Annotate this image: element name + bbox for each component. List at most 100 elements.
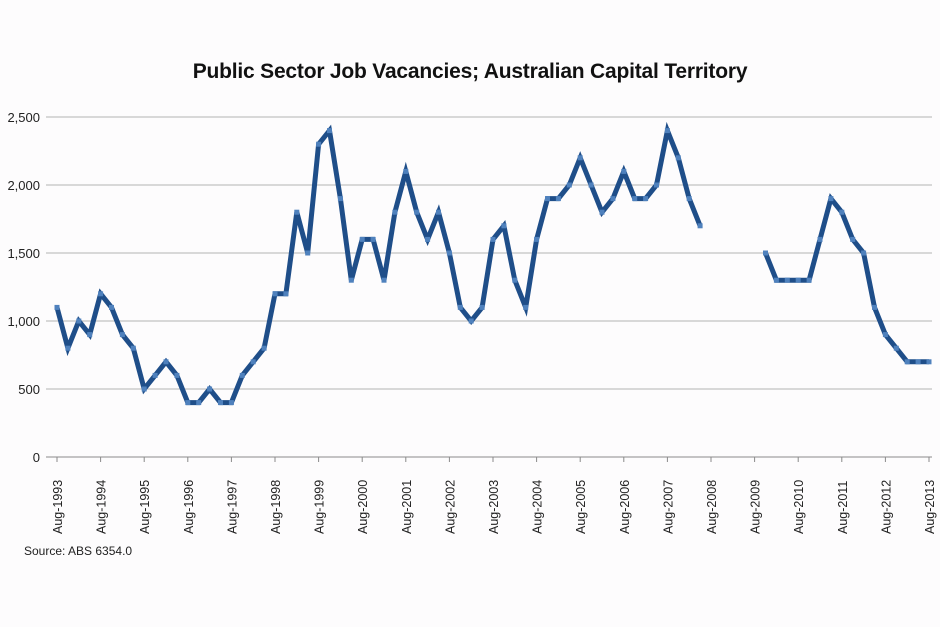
chart-title: Public Sector Job Vacancies; Australian …	[192, 60, 748, 83]
data-series	[54, 121, 932, 406]
data-point	[76, 318, 82, 324]
data-point	[839, 209, 845, 215]
data-point	[337, 196, 343, 202]
data-point	[850, 236, 856, 242]
x-axis: Aug-1993 Aug-1994 Aug-1995 Aug-1996 Aug-1997…	[51, 457, 937, 534]
data-point	[872, 304, 877, 310]
data-point	[109, 304, 114, 310]
data-point	[577, 155, 583, 161]
data-point	[446, 250, 452, 256]
x-tick-label: Aug-2012	[879, 480, 893, 534]
x-tick-label: Aug-1998	[269, 480, 283, 534]
x-tick-label: Aug-1994	[95, 480, 109, 534]
y-tick-label: 500	[18, 382, 40, 397]
data-point	[599, 209, 605, 215]
data-point	[392, 209, 398, 215]
data-point	[359, 236, 365, 242]
data-point	[675, 155, 681, 161]
data-point	[501, 223, 507, 229]
data-point	[261, 345, 267, 351]
data-point	[643, 196, 649, 202]
data-point	[54, 304, 60, 310]
data-point	[654, 182, 659, 188]
data-point	[152, 372, 158, 378]
data-point	[98, 291, 104, 297]
x-tick-label: Aug-2002	[443, 480, 457, 534]
x-tick-label: Aug-2011	[836, 481, 850, 534]
x-tick-label: Aug-2009	[749, 480, 763, 534]
x-tick-label: Aug-2004	[531, 480, 545, 534]
data-point	[817, 236, 823, 242]
data-point	[370, 236, 376, 242]
data-point	[174, 372, 180, 378]
data-point	[87, 332, 93, 338]
data-point	[119, 332, 125, 338]
data-point	[490, 236, 496, 242]
data-point	[294, 209, 300, 215]
data-point	[228, 400, 234, 406]
data-point	[414, 209, 420, 215]
data-point	[425, 236, 431, 242]
data-point	[479, 304, 485, 310]
x-tick-label: Aug-2001	[400, 480, 414, 534]
series-line	[54, 121, 703, 406]
data-point	[828, 196, 834, 202]
data-point	[545, 196, 550, 202]
x-tick-label: Aug-1996	[182, 480, 196, 534]
data-point	[806, 277, 812, 283]
data-point	[283, 291, 289, 297]
data-point	[185, 400, 191, 406]
data-point	[632, 196, 638, 202]
data-point	[141, 386, 147, 392]
x-tick-label: Aug-2013	[923, 480, 937, 534]
data-point	[327, 128, 332, 134]
data-point	[436, 209, 441, 215]
y-tick-label: 2,000	[7, 178, 40, 193]
y-tick-label: 1,000	[7, 314, 40, 329]
x-tick-label: Aug-2000	[356, 480, 370, 534]
data-point	[588, 182, 594, 188]
data-point	[239, 372, 245, 378]
x-tick-label: Aug-1999	[313, 480, 327, 534]
data-point	[348, 277, 354, 283]
data-point	[773, 277, 779, 283]
data-point	[130, 345, 136, 351]
data-point	[555, 196, 561, 202]
data-point	[196, 400, 202, 406]
x-tick-label: Aug-2007	[661, 480, 675, 534]
data-point	[207, 386, 213, 392]
data-point	[621, 168, 627, 174]
data-point	[915, 359, 921, 365]
data-point	[697, 223, 703, 229]
source-note: Source: ABS 6354.0	[24, 544, 133, 558]
data-point	[381, 277, 387, 283]
data-point	[403, 168, 409, 174]
y-tick-label: 2,500	[7, 110, 40, 125]
data-point	[784, 277, 790, 283]
data-point	[468, 318, 474, 324]
data-point	[686, 196, 692, 202]
data-point	[610, 196, 616, 202]
x-tick-label: Aug-2003	[487, 480, 501, 534]
data-point	[65, 345, 71, 351]
series-line	[763, 193, 929, 365]
data-point	[316, 141, 322, 147]
y-axis: 0 500 1,000 1,500 2,000 2,500	[7, 110, 40, 465]
y-tick-label: 0	[33, 450, 40, 465]
x-tick-label: Aug-1995	[138, 480, 152, 534]
data-point	[904, 359, 910, 365]
data-point	[882, 332, 888, 338]
x-tick-label: Aug-2006	[618, 480, 632, 534]
gridlines	[46, 116, 932, 458]
data-point	[763, 250, 768, 256]
x-tick-label: Aug-1997	[225, 480, 239, 534]
data-point	[272, 291, 278, 297]
data-point	[566, 182, 572, 188]
x-tick-label: Aug-2010	[792, 480, 806, 534]
data-point	[457, 304, 463, 310]
data-point	[512, 277, 518, 283]
data-point	[305, 250, 311, 256]
x-tick-label: Aug-2005	[574, 480, 588, 534]
